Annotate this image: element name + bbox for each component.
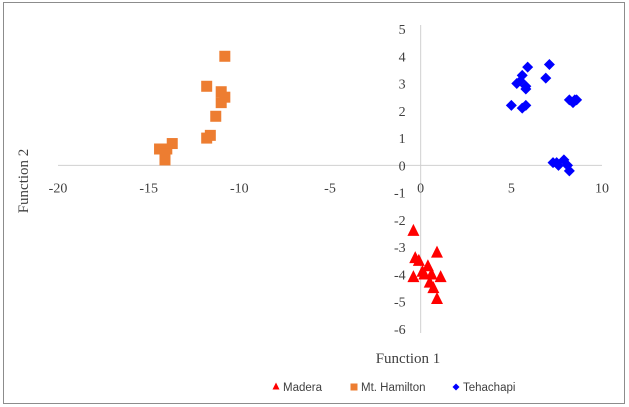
- y-tick-label: 5: [399, 23, 406, 38]
- x-tick-label: 0: [417, 181, 424, 196]
- data-point: [159, 154, 171, 166]
- y-tick-label: 1: [399, 132, 406, 147]
- data-point: [522, 61, 534, 73]
- legend-square-icon: [350, 383, 358, 391]
- y-tick-label: 4: [399, 50, 406, 65]
- data-point: [434, 270, 447, 283]
- data-point: [430, 245, 443, 258]
- data-point: [427, 281, 440, 294]
- x-axis-title: Function 1: [376, 351, 441, 367]
- series-madera: [407, 223, 447, 304]
- data-point: [571, 94, 583, 106]
- data-point: [563, 165, 575, 177]
- legend-triangle-icon: [272, 382, 280, 390]
- x-tick-label: 10: [595, 181, 609, 196]
- y-axis-title: Function 2: [16, 149, 32, 214]
- y-tick-label: 0: [399, 159, 406, 174]
- y-tick-label: -5: [394, 296, 406, 311]
- legend-label: Madera: [283, 382, 323, 394]
- legend-item: Mt. Hamilton: [350, 382, 426, 394]
- legend-diamond-icon: [452, 383, 460, 391]
- data-point: [540, 72, 552, 84]
- legend: Madera Mt. Hamilton Tehachapi: [272, 382, 515, 394]
- chart-frame: -20 -15 -10 -5 0 5 10 5 4 3 2 1 0 -1 -2 -3 -4 -5 -6 Funct…: [3, 2, 625, 404]
- axes: [58, 25, 602, 333]
- data-point: [520, 83, 532, 95]
- series-mt-hamilton: [154, 50, 231, 166]
- data-point: [412, 253, 425, 266]
- x-tick-label: 5: [508, 181, 515, 196]
- data-point: [219, 50, 231, 62]
- x-tick-label: -20: [49, 181, 68, 196]
- data-point: [421, 259, 434, 272]
- data-point: [201, 80, 213, 92]
- data-point: [210, 110, 222, 122]
- data-points: [154, 50, 583, 304]
- legend-label: Mt. Hamilton: [361, 382, 426, 394]
- data-point: [201, 132, 213, 144]
- x-tick-label: -5: [324, 181, 336, 196]
- y-tick-label: -3: [394, 241, 406, 256]
- legend-label: Tehachapi: [463, 382, 515, 394]
- data-point: [425, 267, 438, 280]
- y-tick-label: -2: [394, 214, 406, 229]
- y-tick-label: 3: [399, 78, 406, 93]
- data-point: [551, 157, 563, 169]
- y-tick-label: -4: [394, 268, 406, 283]
- data-point: [543, 58, 555, 70]
- data-point: [215, 97, 227, 109]
- x-tick-label: -10: [230, 181, 249, 196]
- y-tick-label: -1: [394, 187, 406, 202]
- data-point: [520, 99, 532, 111]
- series-tehachapi: [505, 58, 583, 177]
- legend-item: Tehachapi: [452, 382, 515, 394]
- y-tick-label: 2: [399, 105, 406, 120]
- legend-item: Madera: [272, 382, 323, 394]
- data-point: [407, 270, 420, 283]
- data-point: [407, 223, 420, 236]
- y-tick-labels: 5 4 3 2 1 0 -1 -2 -3 -4 -5 -6: [394, 23, 406, 338]
- data-point: [505, 99, 517, 111]
- data-point: [430, 292, 443, 304]
- y-tick-label: -6: [394, 323, 406, 338]
- x-tick-labels: -20 -15 -10 -5 0 5 10: [49, 181, 609, 196]
- x-tick-label: -15: [139, 181, 158, 196]
